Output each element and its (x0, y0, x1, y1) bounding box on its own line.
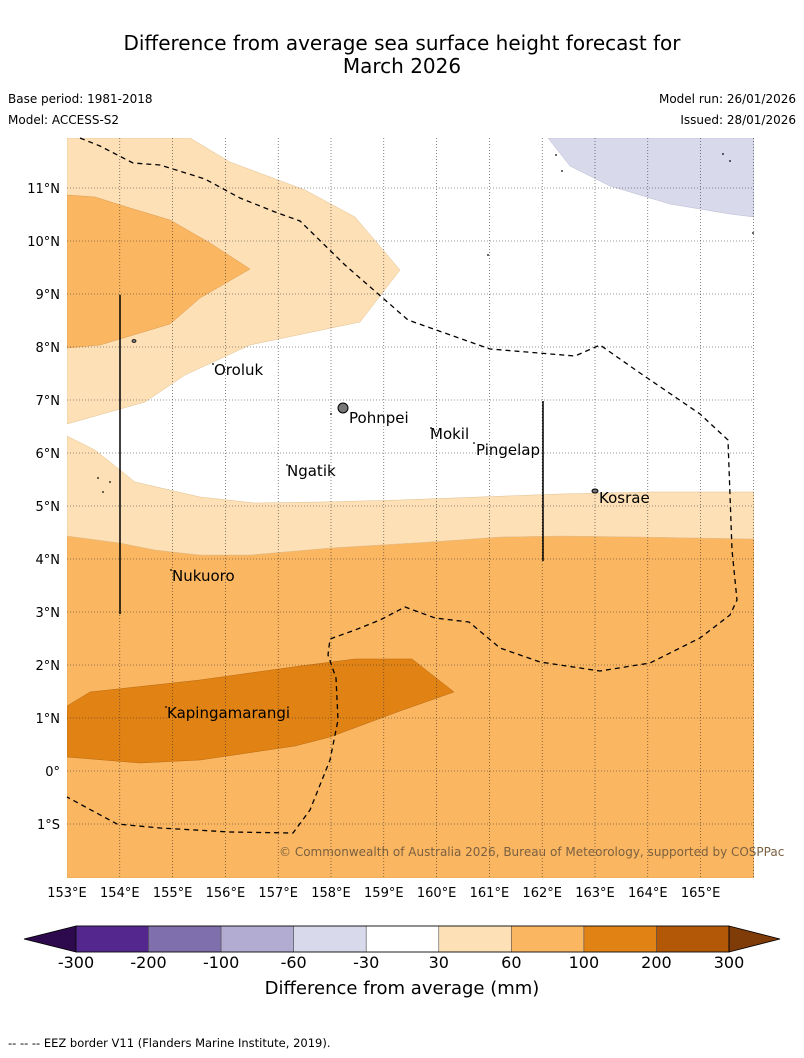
model-name: Model: ACCESS-S2 (8, 113, 120, 127)
legend-swatch (511, 925, 585, 953)
lon-label: 157°E (258, 886, 298, 901)
place-pohnpei: Pohnpei (349, 409, 409, 427)
lon-label: 156°E (206, 886, 246, 901)
lat-label: 10°N (27, 235, 60, 250)
islet (212, 363, 214, 365)
legend-tick: -30 (353, 953, 379, 972)
islet (170, 569, 172, 571)
lat-label: 6°N (36, 447, 61, 462)
lon-label: 165°E (681, 886, 721, 901)
lat-label: 4°N (36, 553, 61, 568)
legend-title: Difference from average (mm) (264, 978, 540, 999)
legend-tick: 200 (641, 953, 672, 972)
lon-label: 160°E (417, 886, 457, 901)
legend-extend-max (728, 925, 781, 953)
copyright-credit: © Commonwealth of Australia 2026, Bureau… (279, 845, 785, 859)
island-pohnpei (337, 402, 349, 414)
lon-label: 163°E (575, 886, 615, 901)
field-60-100-north (67, 194, 251, 349)
islet (165, 706, 167, 708)
lat-label: 2°N (36, 659, 61, 674)
eez-footnote: -- -- -- EEZ border V11 (Flanders Marine… (8, 1036, 331, 1050)
legend-swatch (75, 925, 149, 953)
islet (330, 413, 332, 415)
island-kosrae (591, 488, 599, 494)
islet (109, 481, 111, 483)
island-oroluk-atoll (131, 339, 137, 343)
legend-swatch (220, 925, 294, 953)
map-fields (67, 138, 754, 878)
lat-label: 0° (45, 765, 60, 780)
islet (752, 232, 754, 234)
legend-tick: 300 (714, 953, 745, 972)
legend-extend-min (23, 925, 77, 953)
issued-date: Issued: 28/01/2026 (680, 113, 796, 127)
legend-swatch (148, 925, 222, 953)
islet (286, 464, 288, 466)
place-oroluk: Oroluk (214, 361, 263, 379)
legend-tick: 30 (429, 953, 449, 972)
legend-swatch (365, 925, 440, 953)
eez-border (66, 137, 738, 834)
lon-label: 153°E (47, 886, 87, 901)
lon-label: 164°E (628, 886, 668, 901)
field-100-200 (67, 658, 455, 764)
islet (102, 491, 104, 493)
legend-swatch (293, 925, 367, 953)
latitude-labels: 11°N 10°N 9°N 8°N 7°N 6°N 5°N 4°N 3°N 2°N 1°N 0° 1°S (27, 182, 60, 833)
legend-swatch (438, 925, 512, 953)
lat-label: 1°S (37, 818, 60, 833)
lon-label: 161°E (470, 886, 510, 901)
legend-tick-labels: -300 -200 -100 -60 -30 30 60 100 200 300 (58, 953, 744, 972)
legend-frame (75, 925, 730, 953)
place-ngatik: Ngatik (287, 462, 336, 480)
place-kosrae: Kosrae (599, 489, 650, 507)
islet (555, 154, 557, 156)
lat-label: 8°N (36, 341, 61, 356)
eez-border-north (66, 137, 738, 834)
lon-label: 159°E (364, 886, 404, 901)
model-run: Model run: 26/01/2026 (658, 92, 796, 106)
chart-title: Difference from average sea surface heig… (0, 32, 804, 78)
lon-label: 158°E (311, 886, 351, 901)
color-legend (23, 925, 781, 953)
lat-label: 1°N (36, 712, 61, 727)
lat-label: 7°N (36, 394, 61, 409)
islet (97, 477, 99, 479)
lat-label: 9°N (36, 288, 61, 303)
islet (729, 160, 731, 162)
lon-label: 155°E (153, 886, 193, 901)
legend-tick: -100 (203, 953, 239, 972)
longitude-labels: 153°E 154°E 155°E 156°E 157°E 158°E 159°E 160°E… (47, 886, 720, 901)
place-mokil: Mokil (430, 425, 469, 443)
islet (487, 254, 489, 256)
legend-tick: 60 (501, 953, 521, 972)
islet (722, 153, 724, 155)
legend-tick: -300 (58, 953, 94, 972)
lat-label: 3°N (36, 606, 61, 621)
lat-label: 11°N (27, 182, 60, 197)
base-period: Base period: 1981-2018 (8, 92, 153, 106)
graticule (67, 138, 754, 878)
legend-tick: -200 (130, 953, 166, 972)
legend-swatch (583, 925, 657, 953)
title-line-1: Difference from average sea surface heig… (123, 31, 681, 55)
islet (430, 427, 432, 429)
islet (561, 170, 563, 172)
field-neg30-neg60 (547, 138, 754, 218)
lon-label: 154°E (100, 886, 140, 901)
place-kapingamarangi: Kapingamarangi (167, 704, 290, 722)
place-nukuoro: Nukuoro (172, 567, 235, 585)
title-line-2: March 2026 (342, 54, 462, 78)
lat-label: 5°N (36, 500, 61, 515)
lon-label: 162°E (522, 886, 562, 901)
field-30-60-band (67, 435, 754, 556)
islet (473, 442, 475, 444)
legend-tick: -60 (281, 953, 307, 972)
legend-tick: 100 (569, 953, 600, 972)
legend-swatch (656, 925, 730, 953)
place-pingelap: Pingelap (476, 441, 540, 459)
